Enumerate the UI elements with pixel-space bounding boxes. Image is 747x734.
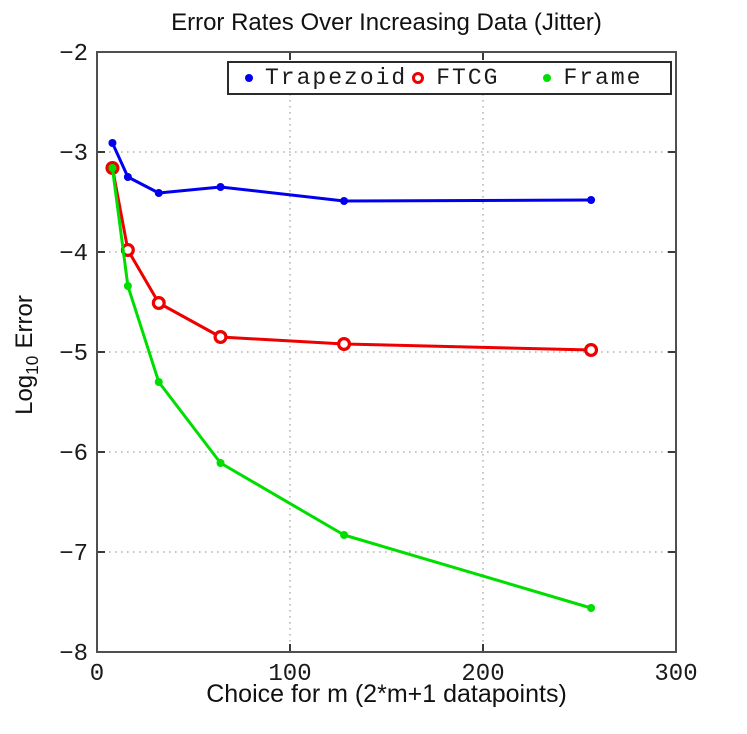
chart-title: Error Rates Over Increasing Data (Jitter… (171, 9, 602, 36)
data-point-marker (213, 330, 228, 345)
data-point-marker (154, 189, 163, 197)
y-tick-label: −5 (59, 341, 88, 368)
series-line (110, 141, 593, 203)
y-tick-label: −8 (59, 641, 88, 668)
data-point-marker (123, 282, 132, 290)
series-line (110, 166, 593, 352)
gridlines (97, 52, 676, 652)
legend-item-trapezoid: Trapezoid (245, 65, 407, 91)
y-tick-label: −4 (59, 241, 88, 268)
x-tick-labels: 0 100 200 300 (90, 661, 698, 688)
data-point-marker (216, 459, 225, 467)
x-tick-label: 0 (90, 661, 104, 688)
data-point-marker (154, 378, 163, 386)
series-trapezoid (108, 139, 596, 205)
y-tick-labels: −2 −3 −4 −5 −6 −7 −8 (59, 41, 88, 668)
legend-item-frame: Frame (543, 65, 642, 91)
series-frame (108, 164, 596, 612)
legend-open-circle-marker-icon (412, 72, 425, 84)
plot-border (96, 51, 677, 653)
data-point-marker (108, 139, 117, 147)
legend-dot-marker-icon (543, 74, 552, 82)
y-tick-label: −7 (59, 541, 88, 568)
y-tick-label: −3 (59, 141, 88, 168)
legend-dot-marker-icon (245, 74, 253, 82)
series-line (110, 166, 593, 610)
data-point-marker (584, 343, 599, 358)
data-point-marker (151, 296, 166, 311)
data-point-marker (340, 531, 349, 539)
x-tick-label: 200 (461, 661, 504, 688)
legend-label: Frame (563, 65, 643, 91)
data-point-marker (337, 337, 352, 352)
data-point-marker (108, 164, 117, 172)
data-point-marker (340, 197, 349, 205)
legend: Trapezoid FTCG Frame (227, 61, 672, 95)
y-tick-label: −2 (59, 41, 88, 68)
y-tick-label: −6 (59, 441, 88, 468)
legend-label: Trapezoid (265, 65, 408, 91)
data-point-marker (123, 173, 132, 181)
x-tick-label: 100 (268, 661, 311, 688)
legend-label: FTCG (436, 65, 500, 91)
data-point-marker (216, 183, 225, 191)
legend-item-ftcg: FTCG (412, 65, 499, 91)
data-point-marker (587, 196, 596, 204)
x-axis-label: Choice for m (2*m+1 datapoints) (206, 680, 567, 708)
x-tick-label: 300 (654, 661, 697, 688)
data-point-marker (587, 604, 596, 612)
